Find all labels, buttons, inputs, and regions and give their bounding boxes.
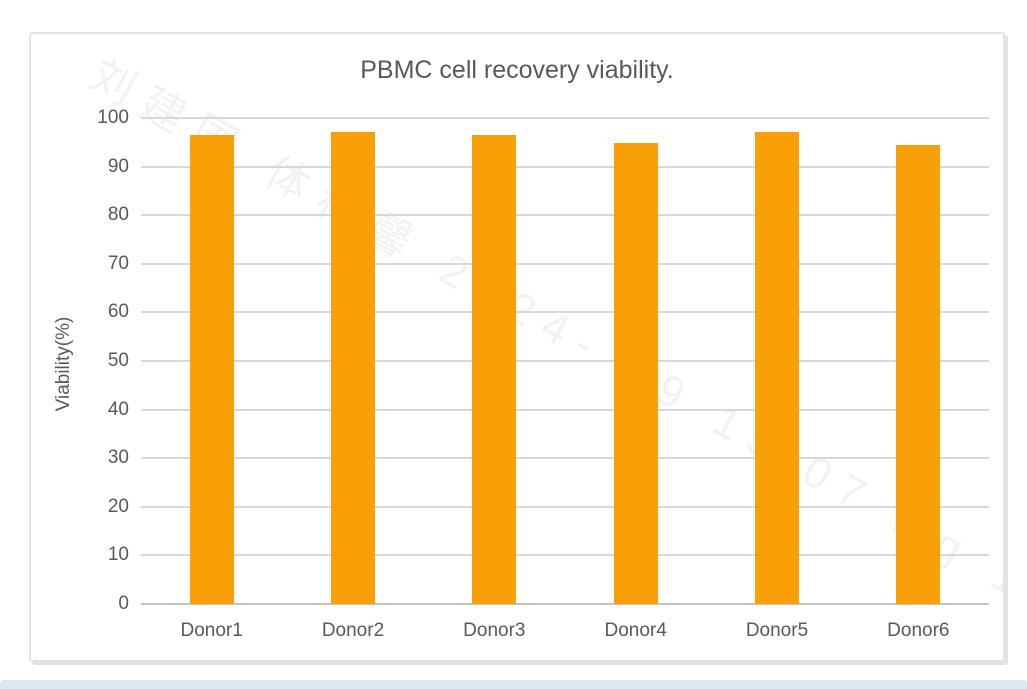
x-tick-label: Donor2 <box>321 620 385 641</box>
gridline <box>141 165 989 168</box>
y-tick-label: 40 <box>107 398 129 420</box>
bar-donor3 <box>472 135 517 604</box>
y-tick-label: 60 <box>107 301 129 323</box>
x-tick-label: Donor5 <box>745 620 809 641</box>
y-tick-label: 30 <box>107 447 129 469</box>
gridline <box>141 311 989 314</box>
y-tick-label: 10 <box>107 544 129 566</box>
x-tick-label: Donor4 <box>604 620 667 641</box>
bar-donor1 <box>189 135 234 604</box>
x-tick-label: Donor6 <box>887 620 950 641</box>
gridline <box>141 457 989 460</box>
y-tick-label: 50 <box>107 350 129 371</box>
chart-title: PBMC cell recovery viability. <box>360 56 674 84</box>
gridline <box>141 505 989 508</box>
y-tick-label: 20 <box>107 495 129 517</box>
gridline <box>141 554 989 557</box>
y-tick-label: 80 <box>107 204 129 226</box>
bar-donor5 <box>755 131 799 604</box>
x-tick-label: Donor1 <box>180 620 243 641</box>
gridline <box>141 117 989 119</box>
x-tick-label: Donor3 <box>463 620 526 641</box>
plot-area: 100 90 80 70 60 50 40 30 20 10 0 Donor1 Donor2 Donor3… <box>97 108 989 641</box>
gridline <box>141 408 989 411</box>
y-tick-label: 0 <box>118 593 129 614</box>
bar-donor2 <box>331 131 375 604</box>
x-axis-line <box>141 603 989 605</box>
bar-donor6 <box>896 144 941 604</box>
y-tick-label: 90 <box>107 155 129 177</box>
gridline <box>141 214 989 217</box>
chart-panel: 刘建国 体科馨 2024- 19 15:07 ljg 16.1 PBMC cel… <box>29 32 1005 662</box>
bar-donor4 <box>613 143 658 604</box>
y-tick-label: 100 <box>97 107 129 128</box>
bottom-strip <box>0 680 1027 689</box>
gridline <box>141 360 989 362</box>
y-tick-label: 70 <box>107 252 129 274</box>
gridline <box>141 262 989 265</box>
